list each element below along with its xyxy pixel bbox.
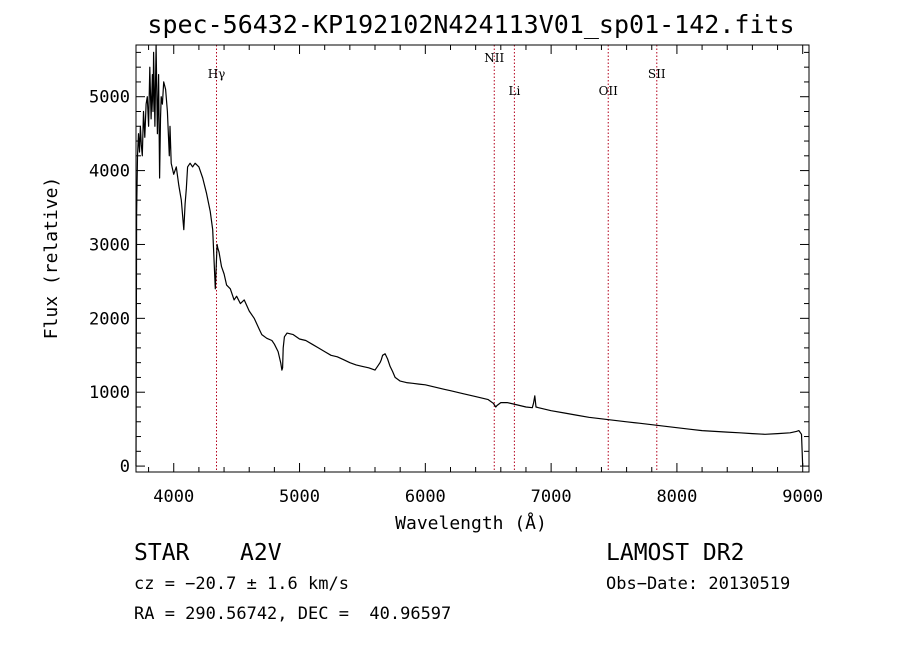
x-tick-label: 7000 [531,487,572,507]
spectral-subclass: A2V [240,540,282,566]
plot-frame [135,44,810,473]
coordinates: RA = 290.56742, DEC = 40.96597 [134,604,451,624]
x-axis-label: Wavelength (Å) [395,512,547,534]
annotation-layer: Hγ NII Li OII SII [208,45,666,472]
line-marker-label: SII [648,67,666,81]
y-tick-label: 1000 [89,383,130,403]
x-tick-label: 6000 [405,487,446,507]
redshift-cz: cz = −20.7 ± 1.6 km/s [134,574,349,594]
line-marker-label: Li [508,84,520,98]
spectrum-line-0 [135,44,804,467]
x-tick-label: 4000 [153,487,194,507]
y-tick-label: 5000 [89,88,130,108]
y-axis-label: Flux (relative) [41,177,62,340]
x-tick-label: 5000 [279,487,320,507]
y-tick-label: 0 [120,457,130,477]
line-marker-label: NII [484,51,504,65]
survey-name: LAMOST DR2 [606,540,744,566]
object-class: STAR [134,540,190,566]
y-tick-label: 2000 [89,309,130,329]
y-tick-label: 3000 [89,235,130,255]
y-tick-label: 4000 [89,162,130,182]
x-tick-label: 9000 [782,487,823,507]
line-marker-label: OII [599,84,619,98]
x-axis: 4000 5000 6000 7000 8000 9000 [148,45,823,507]
y-axis: 0 1000 2000 3000 4000 5000 [89,51,809,477]
line-marker-label: Hγ [208,67,226,81]
data-layer [135,44,804,467]
observation-date: Obs−Date: 20130519 [606,574,790,594]
x-tick-label: 8000 [656,487,697,507]
chart-title: spec-56432-KP192102N424113V01_sp01-142.f… [147,10,794,39]
